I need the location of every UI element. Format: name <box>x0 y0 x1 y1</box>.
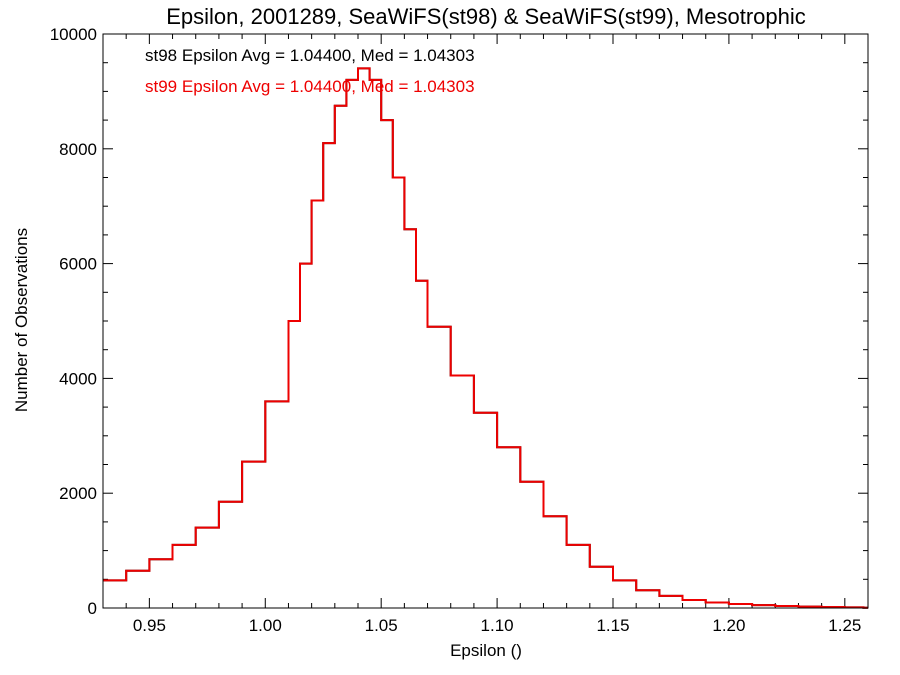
y-tick-label: 6000 <box>59 255 97 274</box>
legend-entry-st99: st99 Epsilon Avg = 1.04400, Med = 1.0430… <box>145 77 475 96</box>
y-tick-label: 8000 <box>59 140 97 159</box>
x-tick-label: 1.05 <box>365 616 398 635</box>
x-tick-label: 1.15 <box>596 616 629 635</box>
x-axis-title: Epsilon () <box>450 641 522 660</box>
series-line-st99 <box>103 67 868 609</box>
x-tick-label: 1.25 <box>828 616 861 635</box>
series-layer <box>103 67 868 609</box>
y-tick-label: 2000 <box>59 484 97 503</box>
y-tick-label: 0 <box>88 599 97 618</box>
y-tick-label: 4000 <box>59 369 97 388</box>
x-tick-label: 1.00 <box>249 616 282 635</box>
y-tick-label: 10000 <box>50 25 97 44</box>
x-tick-label: 1.10 <box>481 616 514 635</box>
x-tick-label: 0.95 <box>133 616 166 635</box>
legend-entry-st98: st98 Epsilon Avg = 1.04400, Med = 1.0430… <box>145 46 475 65</box>
y-axis-title: Number of Observations <box>12 228 31 412</box>
chart-title: Epsilon, 2001289, SeaWiFS(st98) & SeaWiF… <box>166 4 806 29</box>
plot-frame <box>102 33 869 609</box>
x-tick-label: 1.20 <box>712 616 745 635</box>
axis-ticks: 0.95 1.00 1.05 1.10 1.15 1.20 1.25 0 2000 4000 600… <box>50 25 869 635</box>
legend: st98 Epsilon Avg = 1.04400, Med = 1.0430… <box>145 46 475 96</box>
